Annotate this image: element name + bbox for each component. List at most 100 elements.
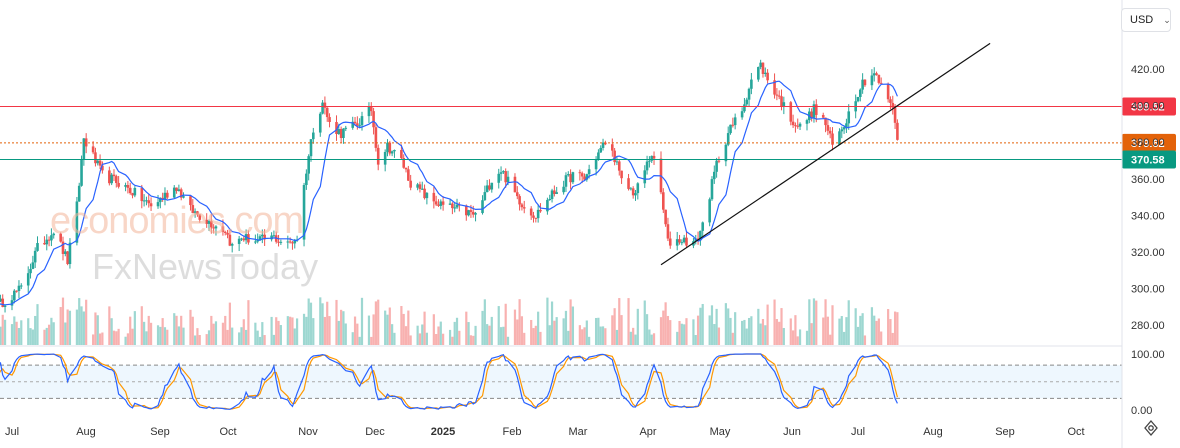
candle-body	[474, 213, 477, 215]
volume-bar	[798, 329, 802, 345]
volume-bar	[307, 298, 310, 345]
candle-body	[518, 196, 521, 205]
gear-icon[interactable]	[1143, 420, 1159, 436]
candle-body	[432, 192, 436, 202]
volume-bar	[727, 308, 730, 345]
volume-bar	[650, 334, 653, 345]
moving-average-line	[0, 80, 898, 306]
volume-bar	[766, 304, 769, 345]
volume-bar	[815, 300, 818, 345]
candle-body	[19, 285, 23, 287]
candle-body	[13, 290, 16, 301]
candle-body	[578, 172, 582, 174]
candle-body	[448, 203, 452, 205]
volume-bar	[550, 301, 554, 345]
candle-body	[710, 179, 714, 200]
candle-body	[896, 122, 899, 140]
candle-body	[617, 161, 621, 171]
volume-bar	[694, 334, 697, 345]
candle-body	[223, 231, 227, 233]
watermark-fxnewstoday: FxNewsToday	[92, 246, 319, 287]
volume-bar	[805, 330, 809, 345]
candle-body	[26, 273, 30, 286]
volume-bar	[676, 331, 679, 345]
volume-bar	[488, 325, 491, 345]
candle-body	[845, 123, 848, 128]
volume-bar	[659, 317, 663, 345]
candle-body	[532, 215, 535, 218]
candle-body	[893, 107, 897, 123]
candle-body	[140, 187, 144, 202]
time-tick: Nov	[298, 426, 318, 438]
volume-bar	[701, 303, 704, 345]
candle-body	[453, 207, 457, 209]
volume-bar	[562, 318, 565, 345]
volume-bar	[421, 324, 424, 345]
candle-body	[112, 174, 116, 177]
volume-bar	[620, 315, 623, 345]
volume-bar	[254, 322, 257, 345]
candle-body	[416, 184, 419, 188]
volume-bar	[228, 302, 231, 345]
candle-body	[821, 114, 825, 118]
candle-body	[824, 117, 827, 126]
volume-bar	[133, 311, 136, 345]
candle-body	[877, 74, 881, 83]
volume-bar	[601, 326, 605, 345]
candle-body	[198, 214, 202, 220]
time-tick: May	[710, 426, 731, 438]
currency-selector[interactable]: USD ⌄	[1121, 8, 1171, 32]
volume-bar	[854, 308, 857, 345]
candle-body	[861, 79, 864, 90]
candle-body	[277, 241, 280, 243]
candle-body	[261, 234, 264, 237]
candle-body	[36, 243, 39, 251]
candle-body	[763, 72, 767, 74]
candle-body	[31, 262, 35, 269]
volume-bar	[10, 324, 14, 345]
volume-bar	[258, 336, 262, 345]
volume-bar	[247, 300, 250, 345]
volume-bar	[838, 318, 841, 345]
volume-bar	[92, 334, 95, 345]
volume-bar	[391, 324, 394, 345]
candle-body	[481, 200, 484, 214]
volume-bar	[548, 325, 551, 345]
volume-bar	[812, 298, 816, 345]
candle-body	[794, 125, 797, 127]
candle-body	[810, 111, 813, 118]
candle-body	[629, 188, 633, 190]
volume-bar	[567, 330, 570, 345]
volume-bar	[467, 322, 470, 345]
volume-bar	[124, 336, 127, 345]
candle-body	[59, 233, 62, 242]
candle-body	[390, 151, 394, 154]
volume-bar	[66, 309, 69, 345]
volume-bar	[678, 320, 681, 345]
candle-body	[550, 190, 554, 199]
volume-bar	[402, 313, 405, 345]
candle-body	[879, 82, 883, 84]
volume-bar	[569, 299, 572, 345]
volume-bar	[842, 331, 846, 345]
candle-body	[98, 160, 102, 166]
candle-body	[263, 234, 266, 240]
candle-body	[814, 104, 818, 115]
volume-bar	[794, 315, 797, 345]
volume-bar	[68, 310, 72, 345]
volume-bar	[708, 315, 711, 345]
candle-body	[312, 132, 315, 140]
candle-body	[165, 192, 169, 198]
candle-body	[124, 185, 127, 187]
candle-body	[483, 192, 487, 201]
volume-bar	[699, 307, 702, 345]
time-tick: Oct	[1067, 426, 1084, 438]
candle-body	[358, 125, 361, 127]
candle-body	[0, 298, 2, 302]
price-tick: 340.00	[1131, 210, 1165, 222]
volume-bar	[870, 307, 874, 345]
price-tick: 380.00	[1131, 137, 1165, 149]
candle-body	[643, 170, 647, 184]
candle-body	[272, 235, 276, 237]
volume-bar	[773, 299, 776, 345]
